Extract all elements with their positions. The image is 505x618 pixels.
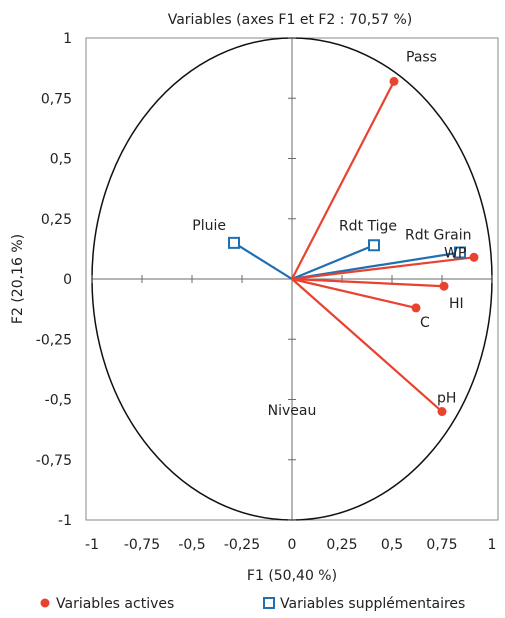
y-tick-label: 0,75 <box>41 91 72 107</box>
legend-supplementary-label: Variables supplémentaires <box>280 596 465 612</box>
x-tick-label: -0,75 <box>124 537 160 553</box>
y-axis-label: F2 (20,16 %) <box>10 234 26 324</box>
x-tick-label: 0,25 <box>326 537 357 553</box>
y-tick-label: 0 <box>63 272 72 288</box>
label-niveau: Niveau <box>268 403 317 419</box>
label-hi: HI <box>449 296 464 312</box>
x-axis-ticks: -1 -0,75 -0,5 -0,25 0 0,25 0,5 0,75 1 <box>85 275 496 553</box>
point-wp <box>469 252 479 262</box>
point-rdt-tige <box>368 239 380 252</box>
y-tick-label: -0,5 <box>45 393 72 409</box>
label-ph: pH <box>437 391 456 407</box>
y-tick-label: -1 <box>58 513 72 529</box>
point-c <box>411 303 421 313</box>
x-tick-label: -0,5 <box>178 537 205 553</box>
variable-markers <box>228 76 479 417</box>
vector-hi <box>291 277 445 288</box>
y-tick-label: 0,25 <box>41 212 72 228</box>
vector-pluie <box>233 241 293 280</box>
y-tick-label: 0,5 <box>50 152 72 168</box>
x-axis-label: F1 (50,40 %) <box>247 568 337 584</box>
legend-supplementary-marker <box>263 597 275 609</box>
vector-rdt-tige <box>291 244 375 281</box>
point-ph <box>437 407 447 417</box>
chart-title: Variables (axes F1 et F2 : 70,57 %) <box>168 12 413 28</box>
y-tick-label: -0,25 <box>36 332 72 348</box>
variable-labels: Pluie Rdt Tige Rdt Grain Niveau Pass WP HI CpH <box>192 49 471 419</box>
label-rdt-grain: Rdt Grain <box>405 227 472 243</box>
x-tick-label: -1 <box>85 537 99 553</box>
legend: Variables actives Variables supplémentai… <box>40 596 465 612</box>
y-axis-ticks: -1 -0,75 -0,5 -0,25 0 0,25 0,5 0,75 1 <box>36 31 296 529</box>
x-tick-label: -0,25 <box>224 537 260 553</box>
label-wp: WP <box>444 245 466 261</box>
point-pluie <box>228 236 240 249</box>
x-tick-label: 0 <box>288 537 297 553</box>
y-tick-label: 1 <box>63 31 72 47</box>
label-pluie: Pluie <box>192 218 226 234</box>
x-tick-label: 0,75 <box>426 537 457 553</box>
x-tick-label: 1 <box>488 537 497 553</box>
point-hi <box>439 281 449 291</box>
vector-wp <box>291 256 475 281</box>
y-tick-label: -0,75 <box>36 453 72 469</box>
vector-pass <box>291 80 395 280</box>
legend-active-marker <box>40 598 50 608</box>
vector-ph <box>291 278 443 413</box>
point-pass <box>389 76 399 86</box>
vector-c <box>291 277 417 309</box>
legend-active-label: Variables actives <box>56 596 174 612</box>
label-pass: Pass <box>406 49 437 65</box>
label-rdt-tige: Rdt Tige <box>339 218 397 234</box>
x-tick-label: 0,5 <box>381 537 403 553</box>
variable-vectors <box>233 80 475 413</box>
point-rdt-grain <box>454 246 466 259</box>
label-c: C <box>420 315 430 331</box>
